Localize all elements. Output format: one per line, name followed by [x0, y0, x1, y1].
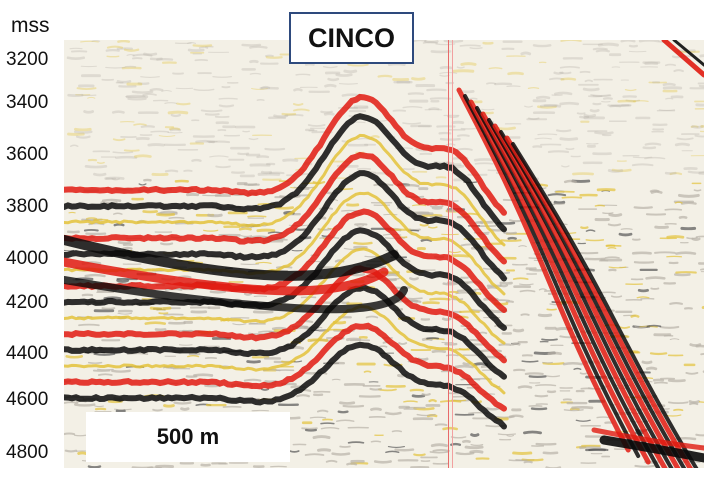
- depth-tick: 4600: [6, 389, 49, 410]
- depth-tick: 3400: [6, 92, 49, 113]
- depth-tick: 3600: [6, 144, 49, 165]
- depth-tick: 3200: [6, 49, 49, 70]
- well-marker-line: [448, 40, 449, 468]
- well-marker-line: [452, 40, 453, 468]
- scale-bar-label: 500 m: [86, 412, 290, 462]
- depth-tick: 4200: [6, 292, 49, 313]
- seismic-section-image: [64, 40, 704, 468]
- section-title: CINCO: [289, 12, 414, 64]
- depth-tick: 4400: [6, 343, 49, 364]
- depth-axis-unit: mss: [11, 14, 50, 37]
- depth-tick: 4000: [6, 248, 49, 269]
- depth-tick: 3800: [6, 196, 49, 217]
- depth-tick: 4800: [6, 442, 49, 463]
